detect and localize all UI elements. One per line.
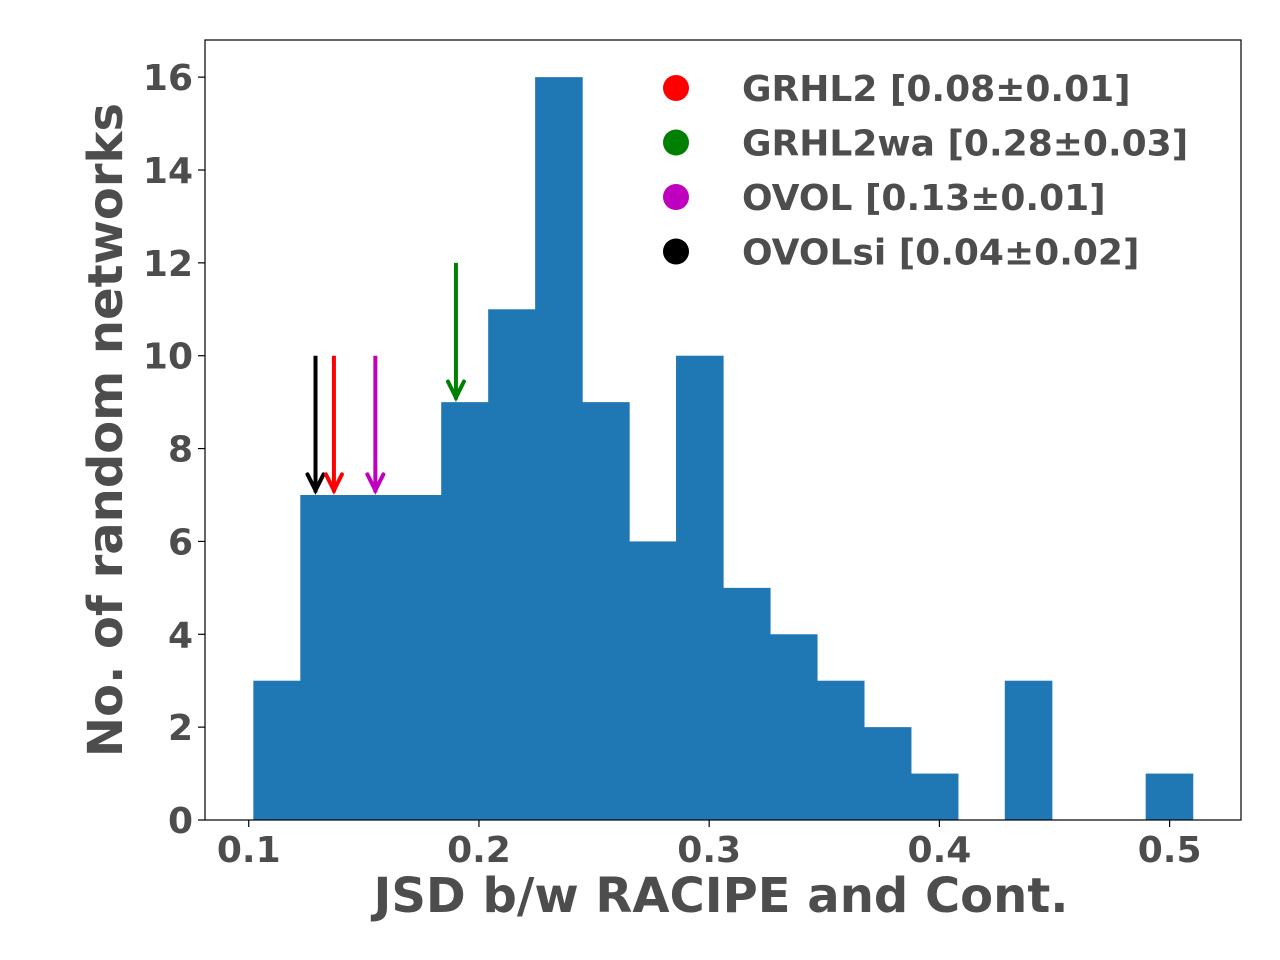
histogram-bar (769, 634, 818, 820)
histogram-bar (394, 495, 442, 820)
x-tick-label: 0.2 (447, 830, 511, 871)
marker-arrow-head (445, 379, 466, 402)
y-tick-label: 6 (168, 522, 193, 563)
histogram-bar (816, 680, 865, 820)
x-axis-ticks: 0.1 0.2 0.3 0.4 0.5 (217, 820, 1202, 871)
histogram-bar (253, 680, 301, 820)
histogram-bar (723, 587, 771, 820)
histogram-bar (910, 773, 959, 820)
histogram-bar (347, 495, 395, 820)
y-axis-ticks: 0 2 4 6 8 10 12 14 16 (143, 58, 205, 842)
histogram-bar (582, 402, 630, 820)
y-tick-label: 2 (168, 708, 193, 749)
y-tick-label: 4 (168, 615, 193, 656)
x-tick-label: 0.1 (217, 830, 281, 871)
legend-label: OVOL [0.13±0.01] (742, 178, 1106, 219)
y-tick-label: 10 (143, 337, 193, 378)
x-tick-label: 0.4 (908, 830, 972, 871)
marker-arrow-head (365, 472, 386, 495)
legend-marker (663, 238, 689, 265)
y-axis-title: No. of random networks (78, 103, 134, 757)
histogram-bars (253, 77, 1194, 820)
y-tick-label: 0 (168, 801, 193, 842)
histogram-bar (676, 355, 724, 820)
histogram-bar (1145, 773, 1194, 820)
y-tick-label: 14 (143, 151, 193, 192)
histogram-bar (300, 495, 348, 820)
y-tick-label: 16 (143, 58, 193, 99)
legend-marker (663, 129, 689, 156)
legend-marker (663, 184, 689, 210)
y-tick-label: 8 (168, 430, 193, 471)
marker-arrow-head (323, 472, 344, 495)
x-tick-label: 0.5 (1138, 830, 1202, 871)
histogram-bar (1004, 680, 1053, 820)
histogram-bar (535, 77, 583, 820)
histogram-bar (863, 727, 912, 820)
legend-label: GRHL2wa [0.28±0.03] (742, 124, 1188, 165)
y-tick-label: 12 (143, 244, 193, 285)
plot-frame (204, 39, 1242, 821)
x-axis-title: JSD b/w RACIPE and Cont. (371, 868, 1069, 924)
legend: GRHL2 [0.08±0.01] GRHL2wa [0.28±0.03] OVOL… (663, 69, 1188, 274)
legend-marker (663, 75, 689, 101)
x-tick-label: 0.3 (677, 830, 741, 871)
histogram-bar (441, 402, 489, 820)
marker-arrow-head (305, 472, 326, 495)
histogram-bar (488, 309, 536, 820)
legend-label: GRHL2 [0.08±0.01] (742, 69, 1131, 110)
histogram-bar (629, 541, 677, 820)
legend-label: OVOLsi [0.04±0.02] (742, 233, 1139, 274)
marker-arrows (305, 262, 466, 495)
